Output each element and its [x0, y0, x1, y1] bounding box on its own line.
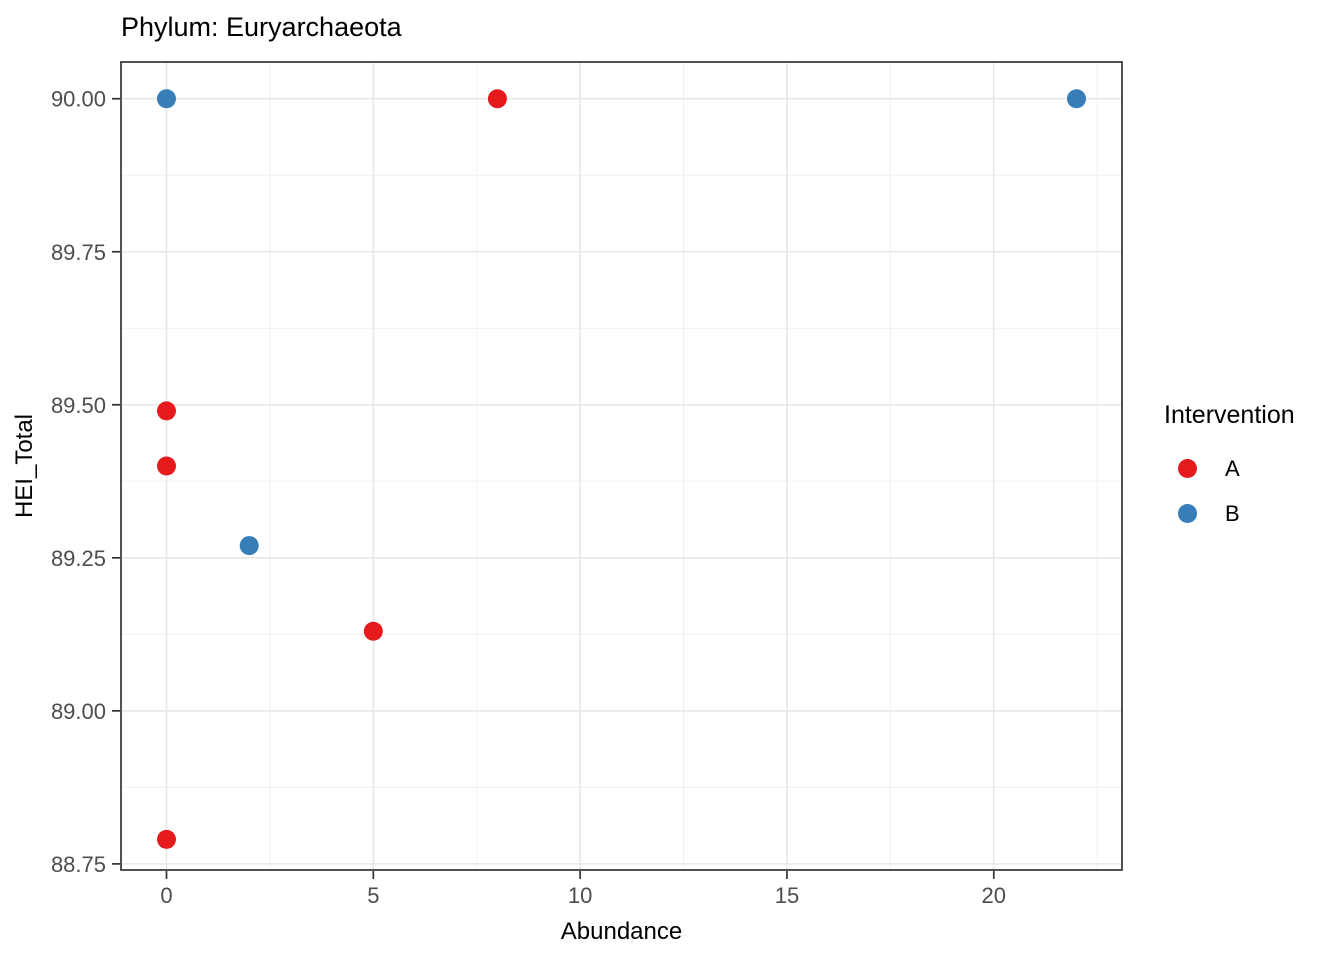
data-point-a: [487, 89, 507, 109]
legend-item-a: A: [1164, 446, 1295, 491]
legend-item-label-a: A: [1225, 455, 1240, 481]
y-tick-label: 89.75: [51, 240, 106, 265]
y-axis-title: HEI_Total: [11, 414, 38, 518]
x-tick-label: 15: [775, 883, 799, 908]
legend-item-label-b: B: [1225, 500, 1240, 526]
y-tick-label: 88.75: [51, 852, 106, 877]
data-points-layer: [157, 89, 1086, 849]
panel-background: [121, 62, 1122, 870]
y-tick-label: 90.00: [51, 87, 106, 112]
data-point-a: [157, 829, 176, 849]
legend-title: Intervention: [1164, 401, 1295, 429]
data-point-b: [1067, 89, 1086, 109]
x-tick-label: 0: [160, 883, 172, 908]
data-point-a: [363, 621, 383, 641]
data-point-a: [157, 401, 176, 421]
x-tick-label: 10: [568, 883, 592, 908]
axis-ticks-layer: 0 5 10 15 20 88.75 89.00 89.25 89.50 89.75 90.00: [51, 87, 1006, 908]
legend: Intervention A B: [1164, 401, 1295, 536]
panel-border: [120, 61, 1123, 871]
y-tick-label: 89.00: [51, 699, 106, 724]
data-point-b: [157, 89, 176, 109]
gridlines-layer: [121, 62, 1122, 870]
plot-title: Phylum: Euryarchaeota: [121, 12, 402, 42]
panel-frame-layer: [120, 61, 1123, 871]
x-axis-title: Abundance: [561, 918, 682, 945]
legend-item-b: B: [1164, 491, 1295, 536]
y-tick-label: 89.50: [51, 393, 106, 418]
data-point-a: [157, 456, 176, 476]
x-tick-label: 20: [982, 883, 1006, 908]
legend-key-dot-a-icon: [1178, 459, 1197, 478]
y-tick-label: 89.25: [51, 546, 106, 571]
x-tick-label: 5: [367, 883, 379, 908]
data-point-b: [239, 536, 259, 556]
legend-key-dot-b-icon: [1178, 504, 1197, 523]
